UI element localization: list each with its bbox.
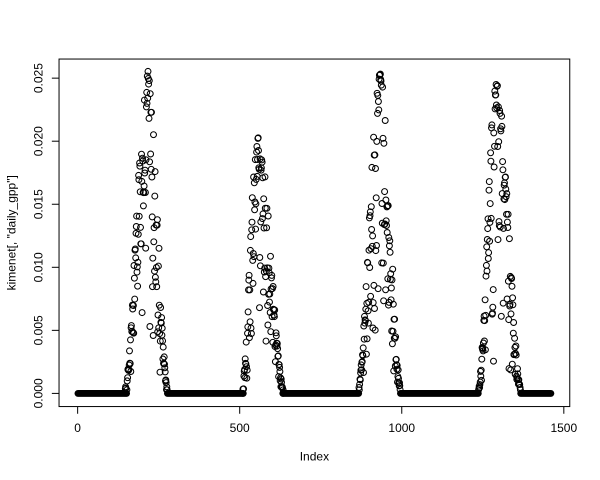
svg-text:0.010: 0.010: [32, 252, 46, 282]
svg-text:500: 500: [230, 421, 250, 435]
svg-text:0.025: 0.025: [32, 63, 46, 93]
svg-text:0.005: 0.005: [32, 315, 46, 345]
svg-text:kimenet[, "daily_gpp"]: kimenet[, "daily_gpp"]: [4, 175, 18, 290]
svg-text:0: 0: [74, 421, 81, 435]
svg-text:Index: Index: [300, 450, 329, 464]
svg-text:0.000: 0.000: [32, 378, 46, 408]
svg-text:0.020: 0.020: [32, 126, 46, 156]
svg-text:1000: 1000: [388, 421, 415, 435]
svg-text:1500: 1500: [550, 421, 577, 435]
svg-text:0.015: 0.015: [32, 189, 46, 219]
